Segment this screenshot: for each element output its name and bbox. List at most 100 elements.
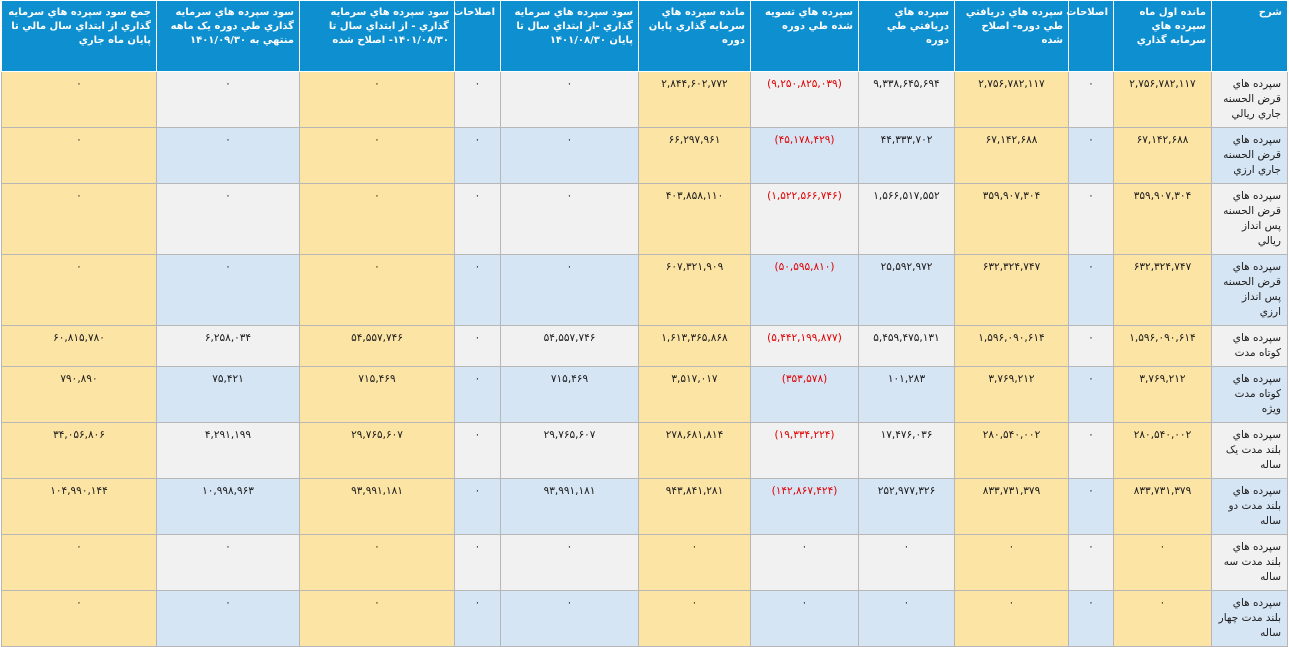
cell-received: ۱۷,۴۷۶,۰۳۶	[858, 422, 955, 479]
cell-profit-adjustments: ۰	[454, 422, 501, 479]
header-profit-ytd-adjusted: سود سپرده هاي سرمايه گذاري - از ابتداي س…	[299, 0, 455, 72]
cell-settled: (۱۹,۳۳۴,۲۲۴)	[750, 422, 859, 479]
cell-closing-balance: ۰	[638, 534, 751, 591]
cell-profit-total: ۰	[1, 71, 157, 128]
cell-closing-balance: ۲,۸۴۴,۶۰۲,۷۷۲	[638, 71, 751, 128]
cell-profit-total: ۰	[1, 183, 157, 255]
cell-profit-month: ۴,۲۹۱,۱۹۹	[156, 422, 300, 479]
cell-profit-ytd: ۰	[500, 183, 639, 255]
cell-settled: (۳۵۳,۵۷۸)	[750, 366, 859, 423]
cell-closing-balance: ۳,۵۱۷,۰۱۷	[638, 366, 751, 423]
cell-received: ۲۵,۵۹۲,۹۷۲	[858, 254, 955, 326]
cell-profit-ytd: ۲۹,۷۶۵,۶۰۷	[500, 422, 639, 479]
cell-received-adjusted: ۰	[954, 534, 1069, 591]
header-profit-ytd: سود سپرده هاي سرمايه گذاري -از ابتداي سا…	[500, 0, 639, 72]
cell-received-adjusted: ۳۵۹,۹۰۷,۳۰۴	[954, 183, 1069, 255]
cell-closing-balance: ۹۴۳,۸۴۱,۲۸۱	[638, 478, 751, 535]
header-profit-total: جمع سود سپرده هاي سرمايه گذاري از ابتداي…	[1, 0, 157, 72]
cell-closing-balance: ۶۰۷,۳۲۱,۹۰۹	[638, 254, 751, 326]
cell-profit-adjustments: ۰	[454, 325, 501, 367]
cell-description: سپرده هاي کوتاه مدت ويژه	[1211, 366, 1288, 423]
cell-adjustments: ۰	[1068, 127, 1114, 184]
cell-profit-ytd: ۷۱۵,۴۶۹	[500, 366, 639, 423]
cell-received: ۵,۴۵۹,۴۷۵,۱۳۱	[858, 325, 955, 367]
cell-adjustments: ۰	[1068, 325, 1114, 367]
cell-profit-ytd-adjusted: ۷۱۵,۴۶۹	[299, 366, 455, 423]
cell-profit-adjustments: ۰	[454, 366, 501, 423]
cell-profit-ytd: ۰	[500, 127, 639, 184]
cell-profit-month: ۰	[156, 534, 300, 591]
cell-profit-ytd-adjusted: ۰	[299, 183, 455, 255]
table-row: سپرده هاي قرض الحسنه جاري ارزي ۶۷,۱۴۲,۶۸۸…	[1, 127, 1288, 184]
table-row: سپرده هاي قرض الحسنه جاري ريالي ۲,۷۵۶,۷۸۲…	[1, 71, 1288, 128]
cell-profit-total: ۱۰۴,۹۹۰,۱۴۴	[1, 478, 157, 535]
cell-received: ۱۰۱,۲۸۳	[858, 366, 955, 423]
cell-profit-ytd: ۰	[500, 590, 639, 647]
cell-profit-ytd-adjusted: ۰	[299, 127, 455, 184]
cell-profit-month: ۰	[156, 183, 300, 255]
cell-description: سپرده هاي بلند مدت دو ساله	[1211, 478, 1288, 535]
cell-profit-adjustments: ۰	[454, 534, 501, 591]
cell-profit-total: ۳۴,۰۵۶,۸۰۶	[1, 422, 157, 479]
cell-opening-balance: ۱,۵۹۶,۰۹۰,۶۱۴	[1113, 325, 1212, 367]
cell-closing-balance: ۶۶,۲۹۷,۹۶۱	[638, 127, 751, 184]
cell-settled: (۵۰,۵۹۵,۸۱۰)	[750, 254, 859, 326]
header-settled: سپرده هاي تسويه شده طي دوره	[750, 0, 859, 72]
cell-received: ۰	[858, 534, 955, 591]
cell-description: سپرده هاي قرض الحسنه جاري ارزي	[1211, 127, 1288, 184]
cell-settled: (۹,۲۵۰,۸۲۵,۰۳۹)	[750, 71, 859, 128]
cell-received-adjusted: ۱,۵۹۶,۰۹۰,۶۱۴	[954, 325, 1069, 367]
cell-profit-adjustments: ۰	[454, 183, 501, 255]
cell-profit-total: ۶۰,۸۱۵,۷۸۰	[1, 325, 157, 367]
cell-profit-adjustments: ۰	[454, 254, 501, 326]
cell-adjustments: ۰	[1068, 254, 1114, 326]
cell-profit-month: ۰	[156, 71, 300, 128]
cell-profit-total: ۰	[1, 590, 157, 647]
cell-profit-month: ۶,۲۵۸,۰۳۴	[156, 325, 300, 367]
cell-description: سپرده هاي بلند مدت چهار ساله	[1211, 590, 1288, 647]
cell-profit-ytd: ۵۴,۵۵۷,۷۴۶	[500, 325, 639, 367]
cell-settled: (۱,۵۲۲,۵۶۶,۷۴۶)	[750, 183, 859, 255]
cell-opening-balance: ۳,۷۶۹,۲۱۲	[1113, 366, 1212, 423]
cell-description: سپرده هاي بلند مدت سه ساله	[1211, 534, 1288, 591]
cell-opening-balance: ۶۷,۱۴۲,۶۸۸	[1113, 127, 1212, 184]
cell-received-adjusted: ۲۸۰,۵۴۰,۰۰۲	[954, 422, 1069, 479]
cell-opening-balance: ۲,۷۵۶,۷۸۲,۱۱۷	[1113, 71, 1212, 128]
cell-profit-month: ۰	[156, 127, 300, 184]
cell-profit-adjustments: ۰	[454, 127, 501, 184]
cell-profit-ytd: ۰	[500, 71, 639, 128]
header-profit-adjustments: اصلاحات	[453, 0, 501, 72]
cell-profit-adjustments: ۰	[454, 590, 501, 647]
cell-description: سپرده هاي قرض الحسنه پس انداز ريالي	[1211, 183, 1288, 255]
cell-settled: (۴۵,۱۷۸,۴۲۹)	[750, 127, 859, 184]
cell-settled: (۱۴۲,۸۶۷,۴۲۴)	[750, 478, 859, 535]
cell-profit-ytd: ۰	[500, 254, 639, 326]
cell-settled: ۰	[750, 590, 859, 647]
cell-closing-balance: ۴۰۳,۸۵۸,۱۱۰	[638, 183, 751, 255]
cell-profit-month: ۰	[156, 254, 300, 326]
cell-profit-month: ۷۵,۴۲۱	[156, 366, 300, 423]
cell-received: ۹,۳۳۸,۶۴۵,۶۹۴	[858, 71, 955, 128]
header-received: سپرده هاي دريافتي طي دوره	[858, 0, 955, 72]
cell-received-adjusted: ۶۷,۱۴۲,۶۸۸	[954, 127, 1069, 184]
cell-profit-ytd-adjusted: ۲۹,۷۶۵,۶۰۷	[299, 422, 455, 479]
cell-received: ۴۴,۳۳۳,۷۰۲	[858, 127, 955, 184]
cell-profit-total: ۰	[1, 127, 157, 184]
cell-description: سپرده هاي کوتاه مدت	[1211, 325, 1288, 367]
cell-description: سپرده هاي قرض الحسنه پس انداز ارزي	[1211, 254, 1288, 326]
cell-closing-balance: ۰	[638, 590, 751, 647]
cell-profit-ytd-adjusted: ۰	[299, 590, 455, 647]
cell-opening-balance: ۰	[1113, 534, 1212, 591]
table-row: سپرده هاي بلند مدت يک ساله ۲۸۰,۵۴۰,۰۰۲ ۰ ۲۸…	[1, 422, 1288, 479]
table-row: سپرده هاي قرض الحسنه پس انداز ريالي ۳۵۹,۹…	[1, 183, 1288, 255]
table-row: سپرده هاي بلند مدت سه ساله ۰ ۰ ۰ ۰ ۰ ۰ ۰ ۰ ۰ ۰ ۰	[1, 534, 1288, 591]
cell-profit-ytd-adjusted: ۰	[299, 254, 455, 326]
cell-opening-balance: ۶۳۲,۳۲۴,۷۴۷	[1113, 254, 1212, 326]
cell-received: ۰	[858, 590, 955, 647]
cell-received-adjusted: ۲,۷۵۶,۷۸۲,۱۱۷	[954, 71, 1069, 128]
cell-description: سپرده هاي قرض الحسنه جاري ريالي	[1211, 71, 1288, 128]
cell-profit-month: ۱۰,۹۹۸,۹۶۳	[156, 478, 300, 535]
cell-received-adjusted: ۰	[954, 590, 1069, 647]
cell-received-adjusted: ۶۳۲,۳۲۴,۷۴۷	[954, 254, 1069, 326]
